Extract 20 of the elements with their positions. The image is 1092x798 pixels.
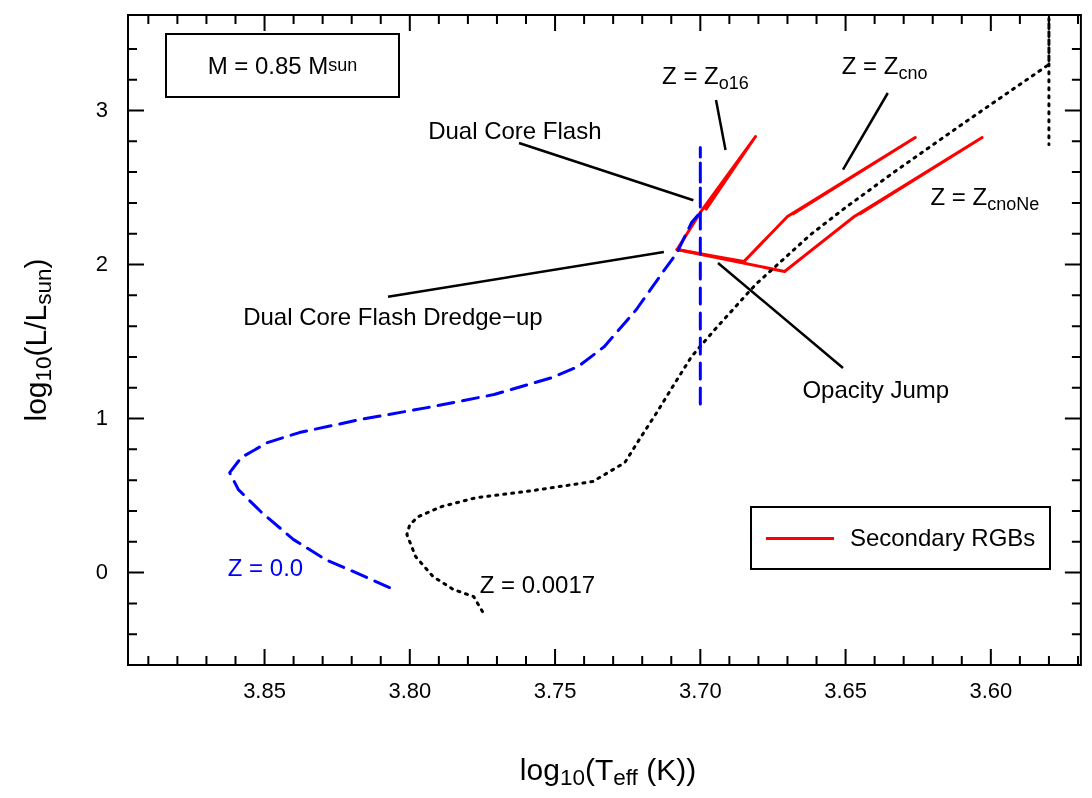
y-tick-label: 2	[95, 250, 108, 276]
x-tick-label: 3.65	[824, 678, 867, 704]
annotation: Z = Z$_{cnoNe}$	[930, 183, 1040, 215]
annotation: Z = Z$_{cno}$	[841, 52, 928, 84]
x-tick-label: 3.80	[388, 678, 432, 704]
x-tick-label: 3.85	[243, 678, 286, 704]
series-label: Z = 0.0017	[479, 570, 596, 598]
y-tick-label: 3	[95, 96, 108, 122]
x-tick-label: 3.60	[969, 678, 1013, 704]
series-label: Z = 0.0	[227, 553, 304, 581]
x-tick-label: 3.70	[678, 678, 722, 704]
annotation: Dual Core Flash	[428, 116, 602, 144]
annotation: Z = Z$_{o16}$	[662, 62, 749, 93]
y-tick-label: 0	[95, 558, 108, 584]
annotation: Opacity Jump	[802, 375, 950, 403]
y-tick-label: 1	[95, 404, 108, 430]
legend-label: Secondary RGBs	[849, 524, 1036, 552]
annotation: Dual Core Flash Dredge−up	[243, 303, 543, 331]
x-axis-title: log$_{10}$(T$_{eff}$ (K))	[519, 752, 697, 792]
x-tick-label: 3.75	[533, 678, 577, 704]
